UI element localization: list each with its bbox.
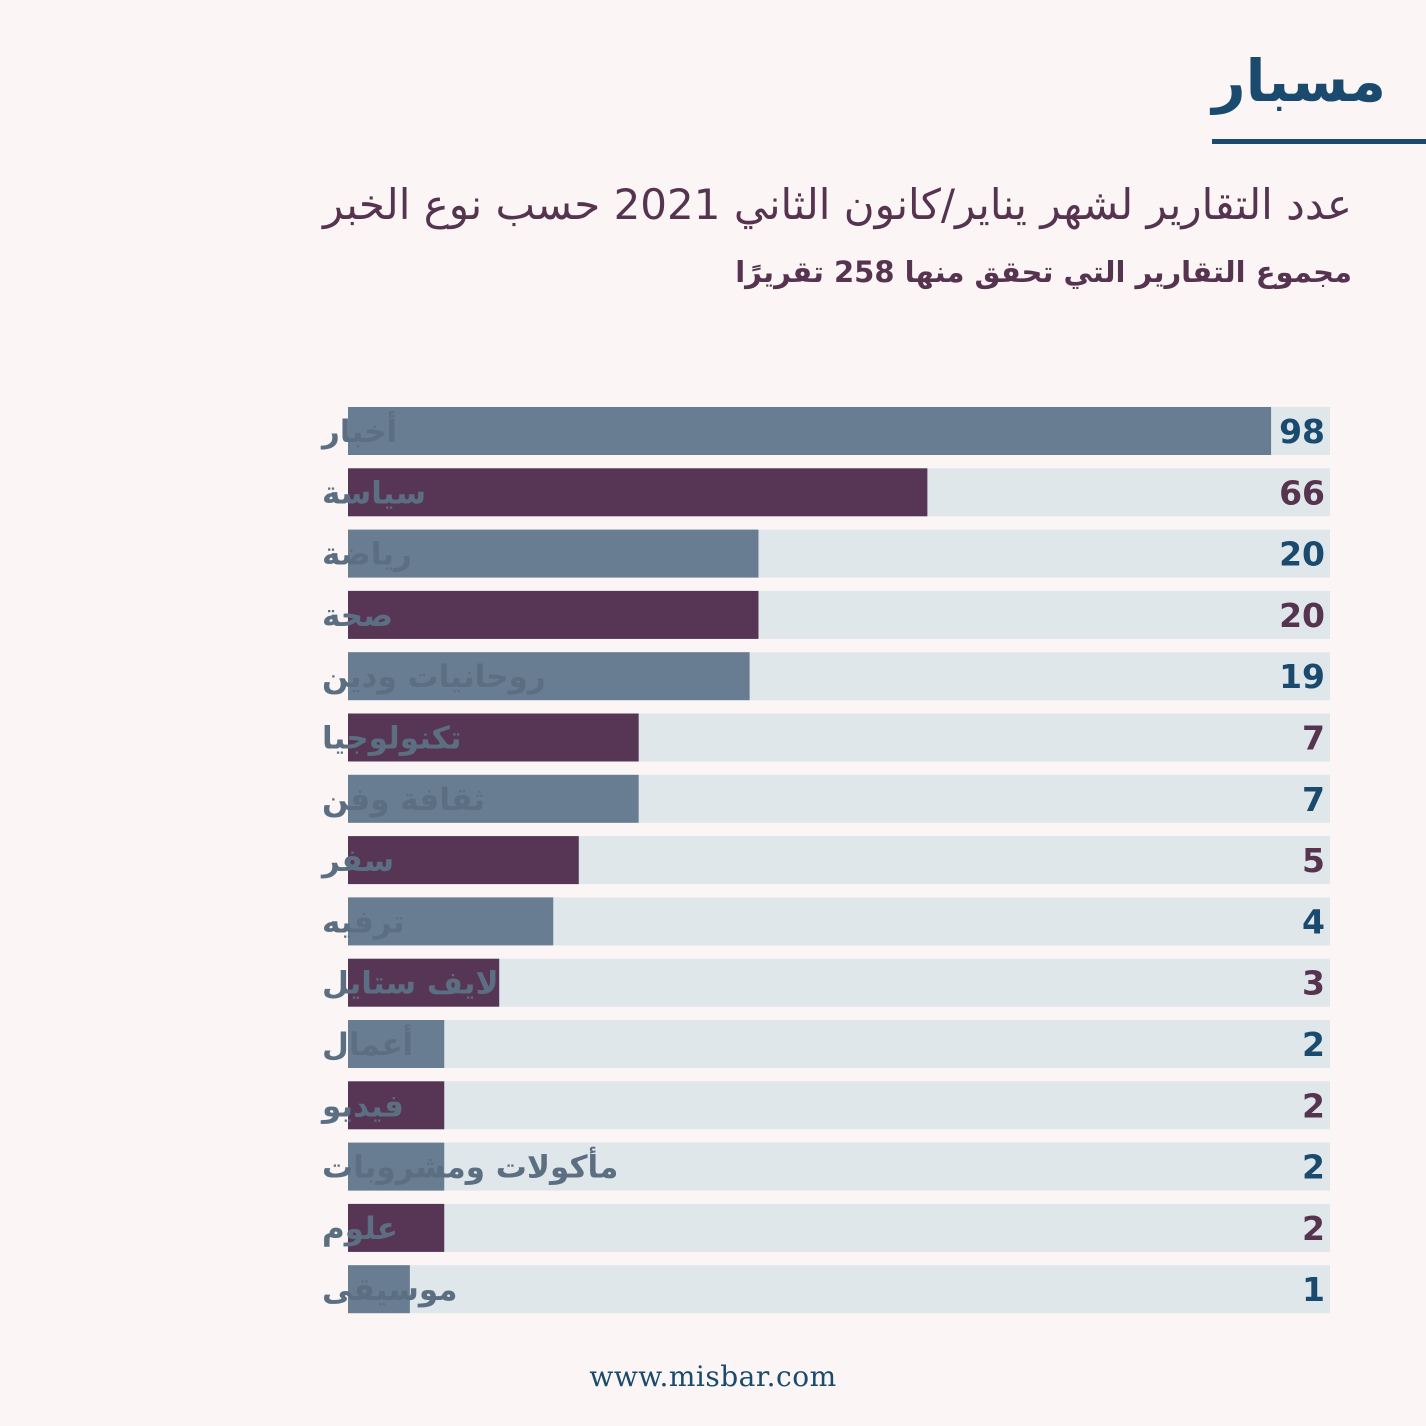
value-label: 3 — [1302, 964, 1325, 1003]
value-label: 98 — [1279, 412, 1325, 451]
category-label: مأكولات ومشروبات — [322, 1147, 618, 1186]
bar — [348, 529, 759, 578]
category-label: ثقافة وفن — [322, 782, 485, 818]
category-label: لايف ستايل — [322, 966, 499, 1002]
bar — [348, 897, 554, 946]
bar — [348, 1142, 445, 1191]
brand-underline — [1212, 139, 1426, 144]
category-label: ترفيه — [322, 904, 405, 940]
bar-track — [348, 1203, 1330, 1252]
bar — [348, 774, 639, 823]
category-label: سياسة — [322, 475, 426, 511]
bar — [348, 1020, 445, 1068]
category-label: روحانيات ودين — [322, 659, 546, 695]
bar — [348, 590, 759, 639]
bar — [348, 407, 1272, 455]
bar-track — [348, 1081, 1330, 1130]
value-label: 2 — [1302, 1086, 1325, 1125]
category-label: أعمال — [322, 1024, 413, 1063]
value-label: 7 — [1302, 780, 1325, 819]
category-label: موسيقى — [322, 1272, 457, 1308]
value-label: 7 — [1302, 719, 1325, 758]
value-label: 20 — [1279, 596, 1325, 635]
bar-track — [348, 958, 1330, 1007]
bar — [348, 1081, 445, 1130]
bar-chart: أخبار 98 سياسة 66 رياضة 20 صحة 20 روحانيات ودين 1… — [320, 407, 1330, 1314]
value-label: 2 — [1302, 1209, 1325, 1248]
category-label: تكنولوجيا — [322, 721, 461, 757]
bar-track — [348, 1142, 1330, 1191]
brand-logo: مسبار — [1212, 47, 1386, 115]
value-label: 19 — [1279, 657, 1325, 696]
value-label: 2 — [1302, 1025, 1325, 1064]
chart-subtitle: مجموع التقارير التي تحقق منها 258 تقريرً… — [735, 255, 1352, 289]
chart-title: عدد التقارير لشهر يناير/كانون الثاني 202… — [322, 180, 1352, 229]
bar — [348, 1265, 410, 1314]
value-label: 4 — [1302, 902, 1325, 941]
category-label: علوم — [322, 1211, 398, 1247]
value-label: 2 — [1302, 1148, 1325, 1187]
bar — [348, 958, 500, 1007]
bar-track — [348, 1020, 1330, 1068]
category-label: صحة — [322, 598, 393, 634]
bar — [348, 713, 639, 762]
bar — [348, 1203, 445, 1252]
footer-url[interactable]: www.misbar.com — [589, 1360, 837, 1393]
value-label: 5 — [1302, 841, 1325, 880]
value-label: 1 — [1302, 1270, 1325, 1309]
value-label: 66 — [1279, 473, 1325, 512]
bar — [348, 836, 579, 885]
category-label: فيديو — [320, 1088, 404, 1124]
bar-track — [348, 1265, 1330, 1314]
category-label: أخبار — [320, 411, 397, 450]
category-label: رياضة — [322, 537, 412, 573]
value-label: 20 — [1279, 535, 1325, 574]
bar — [348, 652, 750, 701]
category-label: سفر — [320, 843, 394, 879]
bar — [348, 468, 928, 517]
